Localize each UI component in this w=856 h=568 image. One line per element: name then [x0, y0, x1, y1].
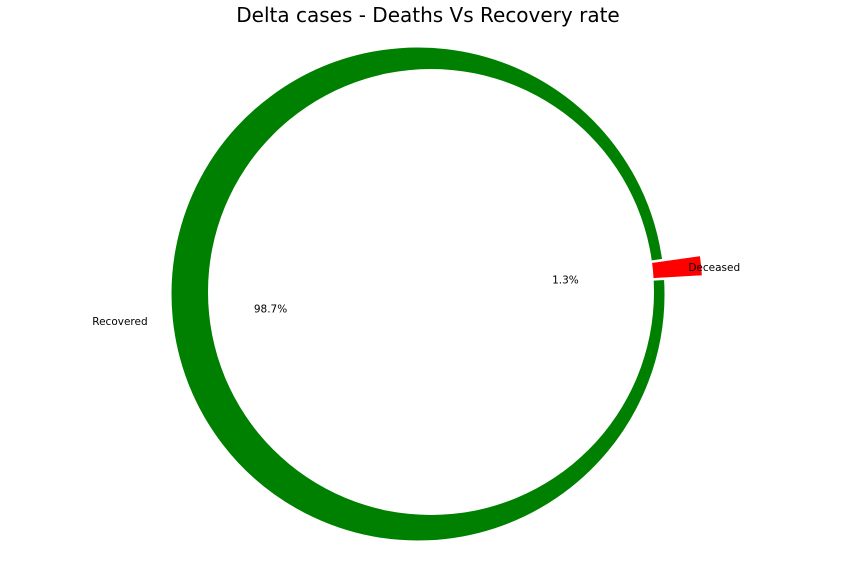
slice-percent-recovered: 98.7% — [254, 304, 287, 316]
slice-label-deceased: Deceased — [688, 262, 740, 274]
slice-percent-deceased: 1.3% — [552, 274, 579, 286]
donut-center-hole — [208, 69, 654, 515]
chart-title: Delta cases - Deaths Vs Recovery rate — [236, 3, 619, 27]
pie-labels: Recovered 98.7% Deceased 1.3% — [92, 262, 740, 328]
slice-label-recovered: Recovered — [92, 316, 147, 328]
